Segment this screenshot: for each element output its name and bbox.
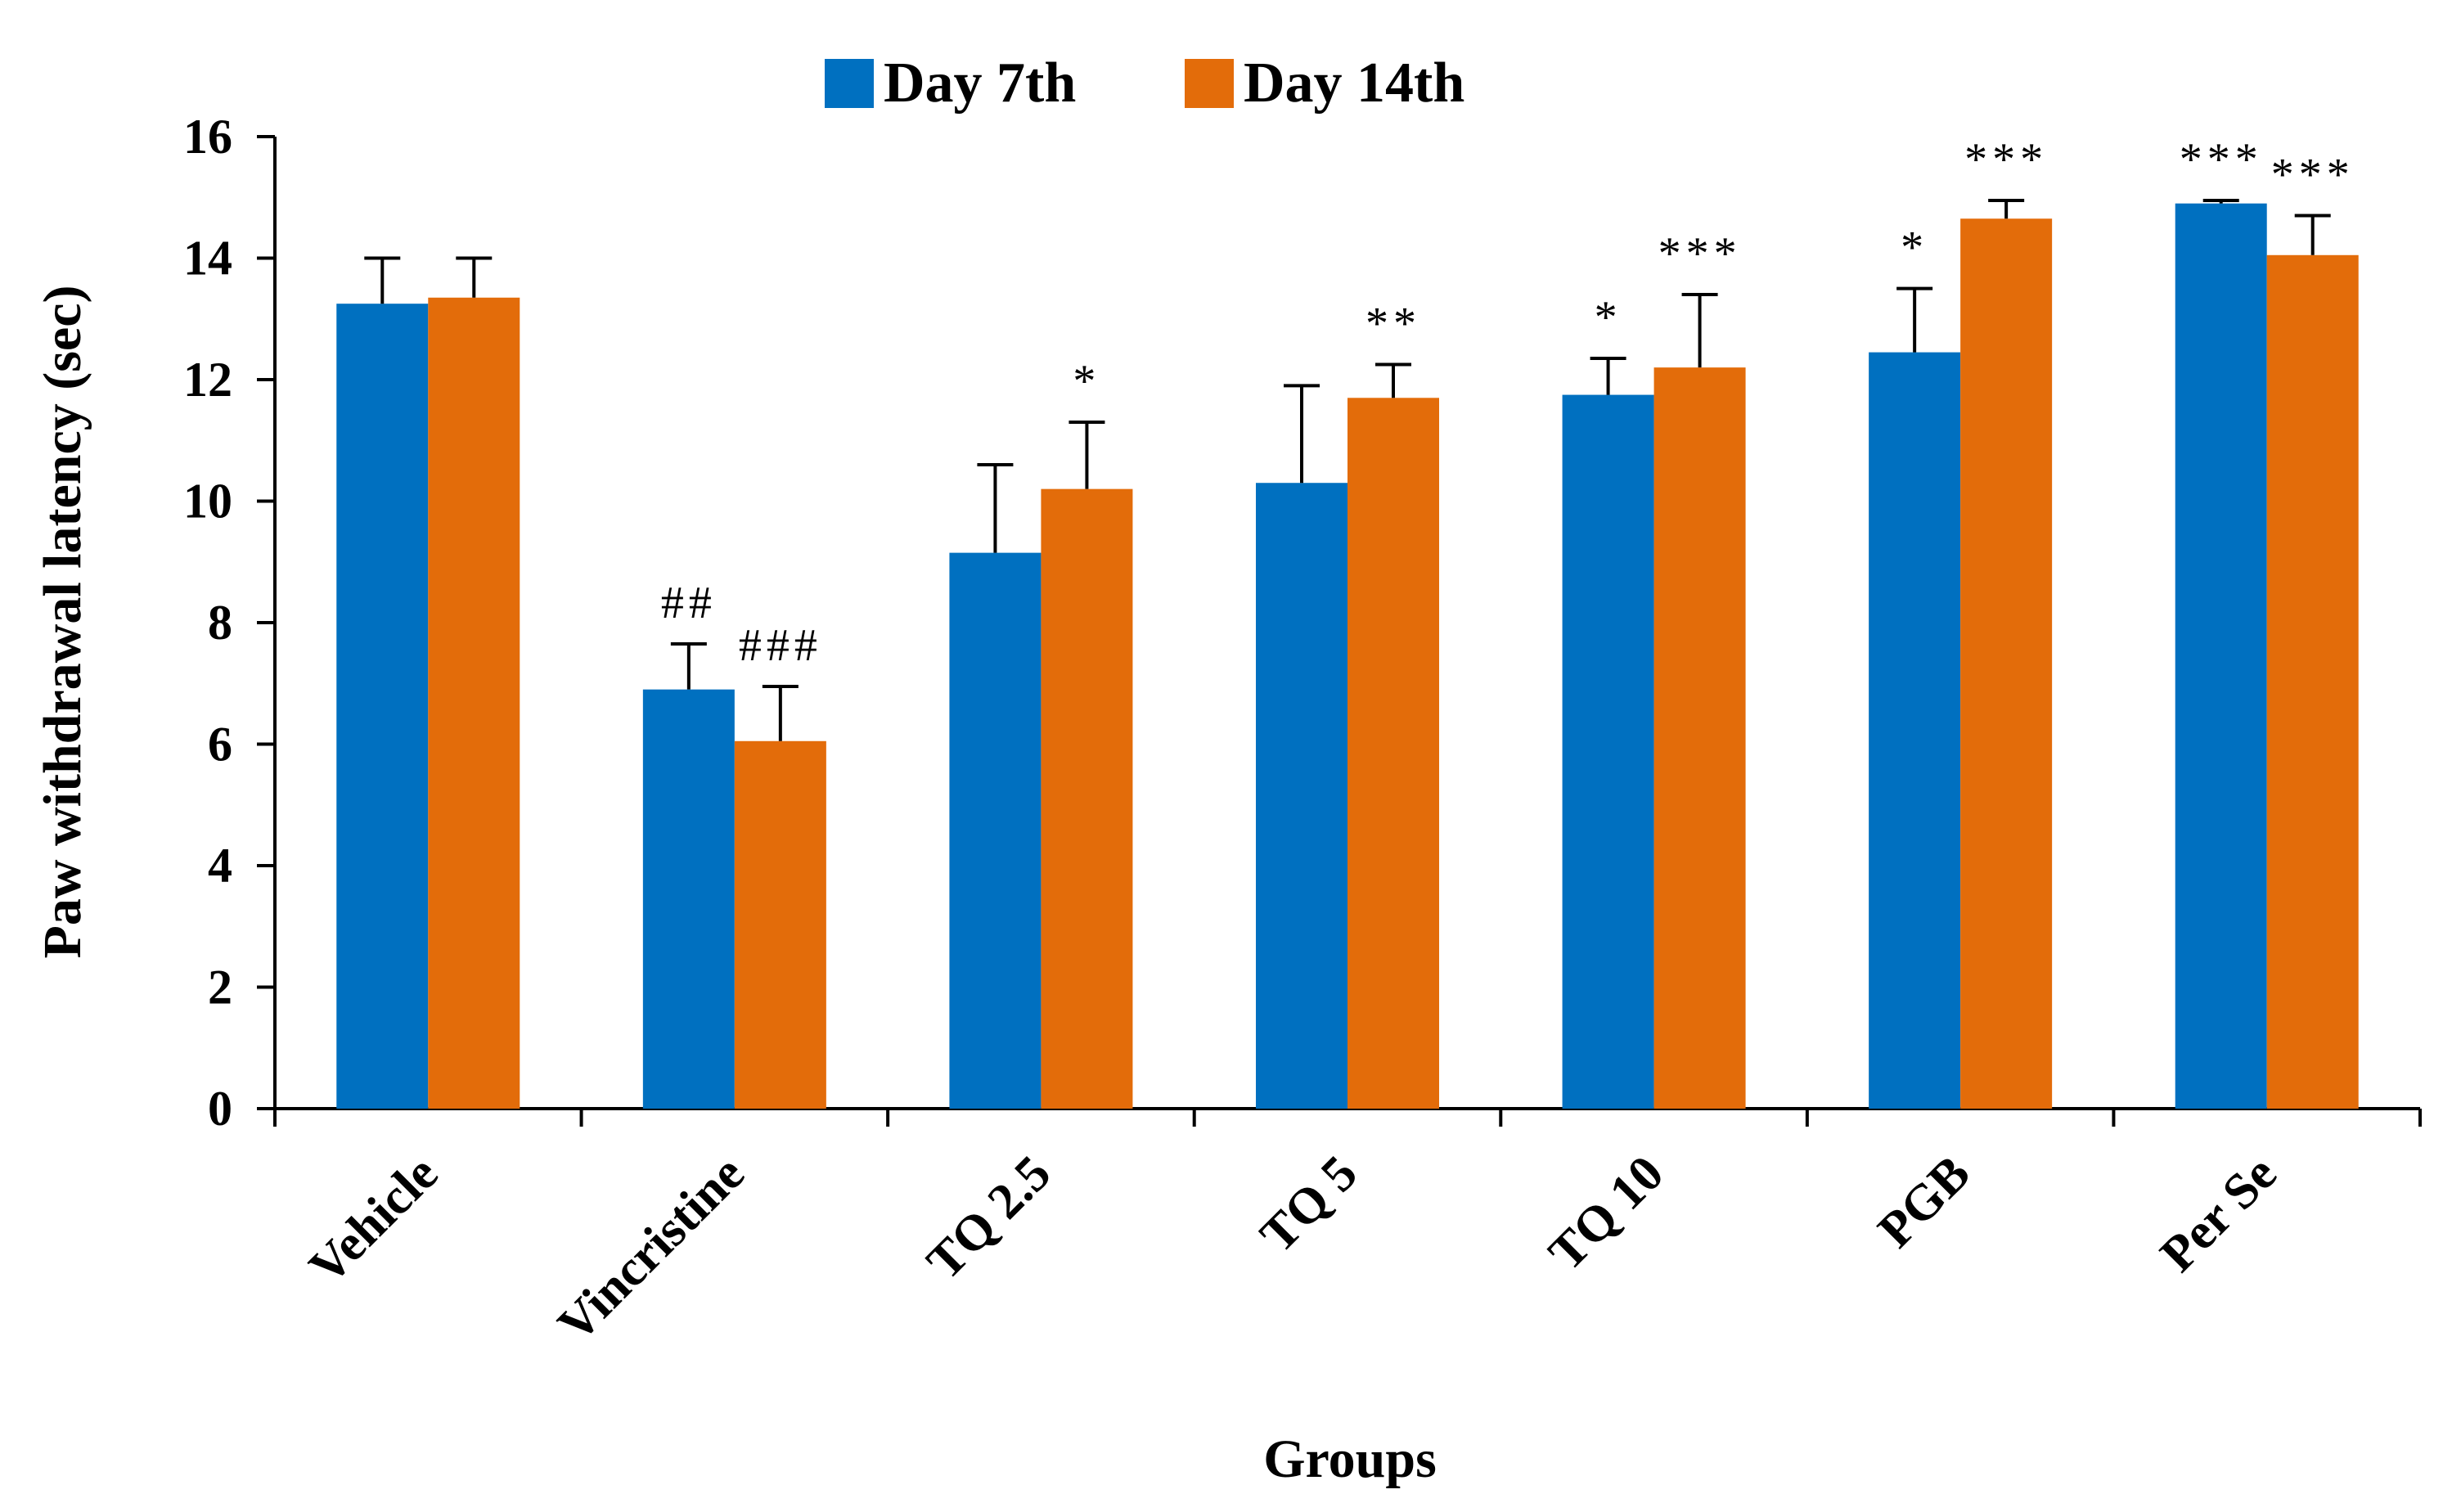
y-axis: 0 2 4 6 8 10 12 14 16 (183, 110, 277, 1136)
y-tick-label: 6 (208, 718, 232, 772)
x-category-label: Vincristine (547, 1145, 754, 1352)
x-axis-title: Groups (1263, 1429, 1437, 1489)
legend-label: Day 7th (884, 52, 1076, 115)
significance-label: *** (1964, 134, 2048, 185)
significance-label: ## (661, 578, 717, 628)
bar-day-7th (2175, 203, 2267, 1109)
x-category-label: TQ 2.5 (916, 1145, 1061, 1290)
bar-day-14th (1653, 367, 1746, 1109)
bar-day-7th (1256, 483, 1347, 1109)
bar-day-14th (2266, 254, 2359, 1109)
y-axis-title: Paw withdrawal latency (sec) (33, 285, 92, 958)
bar-day-14th (1960, 218, 2053, 1109)
x-category-label: Per Se (2150, 1145, 2288, 1283)
y-tick-label: 0 (208, 1082, 232, 1136)
y-tick-label: 14 (183, 232, 232, 286)
significance-label: ### (739, 620, 822, 671)
significance-annotations: #####*** **** **** *** *** (661, 134, 2355, 671)
x-axis: Vehicle Vincristine TQ 2.5 TQ 5 TQ 10 PGB Per … (273, 1107, 2422, 1352)
x-category-label: Vehicle (299, 1145, 448, 1295)
bar-day-7th (642, 689, 735, 1109)
y-tick-label: 8 (208, 596, 232, 650)
bar-day-14th (428, 297, 520, 1109)
y-tick-label: 4 (208, 839, 232, 893)
bar-day-7th (1562, 394, 1654, 1109)
legend-swatch (825, 59, 874, 108)
error-bars (364, 198, 2331, 741)
legend-swatch (1185, 59, 1234, 108)
significance-label: ** (1365, 298, 1421, 349)
bar-day-14th (1041, 488, 1133, 1109)
bar-day-7th (336, 304, 429, 1109)
significance-label: * (1595, 292, 1622, 343)
bar-day-7th (949, 552, 1042, 1109)
x-category-label: TQ 5 (1250, 1145, 1368, 1263)
bars (336, 203, 2359, 1109)
significance-label: * (1073, 356, 1100, 407)
significance-label: *** (1658, 228, 1742, 279)
bar-day-14th (1347, 398, 1439, 1109)
significance-label: *** (2271, 150, 2355, 200)
y-tick-label: 12 (183, 353, 232, 407)
bar-day-7th (1869, 352, 1961, 1109)
y-tick-label: 16 (183, 110, 232, 164)
y-tick-label: 2 (208, 961, 232, 1015)
significance-label: *** (2180, 134, 2263, 185)
x-category-label: PGB (1868, 1145, 1981, 1258)
significance-label: * (1901, 223, 1928, 273)
y-tick-label: 10 (183, 475, 232, 529)
x-category-label: TQ 10 (1538, 1145, 1674, 1281)
legend-label: Day 14th (1244, 52, 1464, 115)
bar-day-14th (734, 740, 826, 1109)
legend: Day 7th Day 14th (825, 52, 1464, 115)
